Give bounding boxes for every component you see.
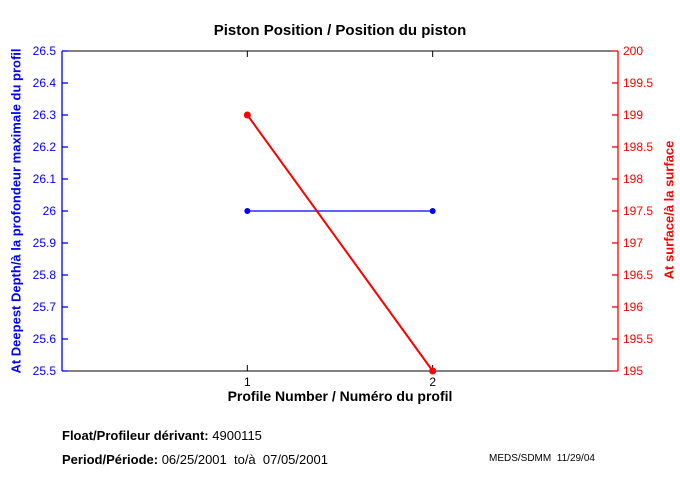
left-axis-tick-label: 25.7 [32, 300, 56, 314]
series-marker-piston-at-deepest-depth [244, 208, 251, 214]
float-id-line: Float/Profileur dérivant: 4900115 [62, 428, 262, 443]
right-axis-tick-label: 198.5 [623, 140, 654, 154]
series-marker-piston-at-surface [429, 367, 437, 375]
right-axis-tick-label: 197.5 [623, 204, 654, 218]
right-axis-tick-label: 195.5 [623, 332, 654, 346]
left-axis-tick-label: 26.5 [32, 44, 56, 58]
left-axis-tick-label: 26 [42, 204, 56, 218]
series-marker-piston-at-surface [243, 111, 251, 119]
left-axis-tick-label: 26.1 [32, 172, 56, 186]
right-axis-tick-label: 200 [623, 44, 644, 58]
right-axis-tick-label: 196.5 [623, 268, 654, 282]
x-axis-tick-label: 1 [243, 375, 251, 389]
series-marker-piston-at-deepest-depth [429, 208, 436, 214]
right-axis-tick-label: 198 [623, 172, 644, 186]
right-axis-tick-label: 197 [623, 236, 644, 250]
left-axis-tick-label: 26.3 [32, 108, 56, 122]
x-axis-tick-label: 2 [429, 375, 436, 389]
x-axis-label: Profile Number / Numéro du profil [227, 388, 453, 404]
left-axis-tick-label: 25.5 [32, 364, 56, 378]
period-line: Period/Période: 06/25/2001 to/à 07/05/20… [62, 452, 328, 467]
period-value: 06/25/2001 to/à 07/05/2001 [158, 452, 328, 467]
right-axis-tick-label: 199.5 [623, 76, 654, 90]
float-id-value: 4900115 [208, 428, 262, 443]
series-line-piston-at-surface [246, 114, 434, 372]
float-id-label: Float/Profileur dérivant: [62, 428, 209, 443]
period-label: Period/Période: [62, 452, 159, 467]
left-axis-tick-label: 25.8 [32, 268, 56, 282]
left-axis-tick-label: 25.6 [32, 332, 56, 346]
right-axis-tick-label: 199 [623, 108, 644, 122]
left-axis-tick-label: 26.2 [32, 140, 56, 154]
right-axis-tick-label: 196 [623, 300, 644, 314]
left-axis-tick-label: 25.9 [32, 236, 56, 250]
credit-text: MEDS/SDMM 11/29/04 [489, 453, 595, 464]
left-axis-tick-label: 26.4 [32, 76, 56, 90]
right-axis-tick-label: 195 [623, 364, 644, 378]
chart-title: Piston Position / Position du piston [213, 22, 467, 39]
